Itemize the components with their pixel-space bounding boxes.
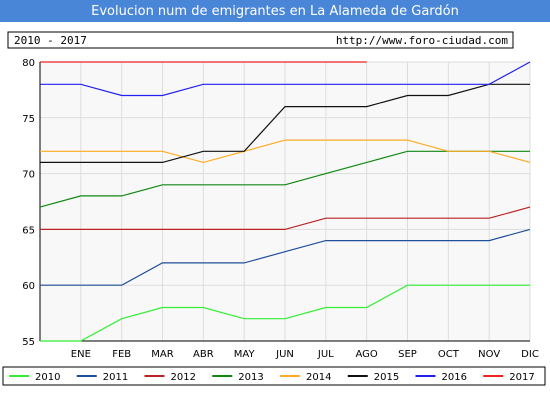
x-tick-label: ABR xyxy=(193,349,214,360)
subtitle-left: 2010 - 2017 xyxy=(14,34,87,47)
x-tick-label: NOV xyxy=(478,349,500,360)
x-tick-label: ENE xyxy=(71,349,91,360)
title-bar xyxy=(0,0,550,22)
legend: 2010 2011 2012 2013 2014 2015 2016 2017 xyxy=(9,372,535,383)
series-lines xyxy=(39,61,531,342)
axes xyxy=(39,62,530,342)
series-line-2012 xyxy=(40,206,531,230)
series-line-2010 xyxy=(40,284,530,342)
legend-label-2015: 2015 xyxy=(374,372,399,383)
x-tick-label: FEB xyxy=(112,349,131,360)
series-line-2011 xyxy=(40,228,531,286)
subtitle-right: http://www.foro-ciudad.com xyxy=(336,34,509,47)
x-tick-label: MAR xyxy=(151,349,173,360)
legend-label-2010: 2010 xyxy=(35,372,60,383)
y-tick-label: 60 xyxy=(22,281,35,292)
x-tick-label: OCT xyxy=(438,349,460,360)
legend-label-2013: 2013 xyxy=(238,372,263,383)
y-tick-label: 80 xyxy=(22,58,35,69)
y-tick-label: 55 xyxy=(22,337,35,348)
y-axis: 55 60 65 70 75 80 xyxy=(22,58,35,348)
legend-box xyxy=(2,366,546,386)
x-tick-label: SEP xyxy=(398,349,417,360)
legend-label-2016: 2016 xyxy=(442,372,467,383)
x-tick-label: JUL xyxy=(317,349,334,360)
x-axis: ENE FEB MAR ABR MAY JUN JUL AGO SEP OCT NOV DIC xyxy=(71,349,539,360)
legend-label-2011: 2011 xyxy=(103,372,128,383)
x-tick-label: AGO xyxy=(356,349,378,360)
legend-label-2017: 2017 xyxy=(509,372,534,383)
subtitle-box xyxy=(7,31,514,49)
legend-label-2014: 2014 xyxy=(306,372,331,383)
y-tick-label: 70 xyxy=(22,170,35,181)
chart-title: Evolucion num de emigrantes en La Alamed… xyxy=(91,4,459,19)
y-tick-label: 75 xyxy=(22,114,35,125)
series-line-2015 xyxy=(40,83,530,163)
legend-label-2012: 2012 xyxy=(171,372,196,383)
x-tick-label: JUN xyxy=(275,349,294,360)
y-tick-label: 65 xyxy=(22,225,35,236)
x-tick-label: DIC xyxy=(521,349,539,360)
series-line-2014 xyxy=(40,139,531,164)
series-line-2016 xyxy=(40,61,531,97)
x-tick-label: MAY xyxy=(234,349,256,360)
